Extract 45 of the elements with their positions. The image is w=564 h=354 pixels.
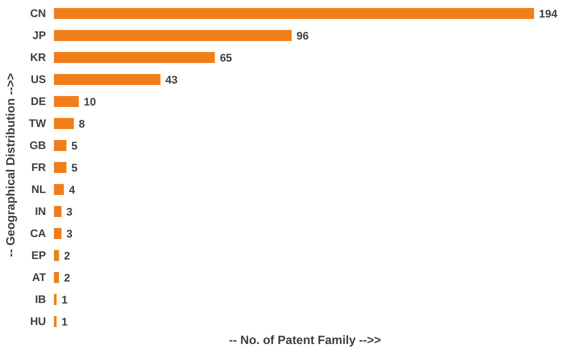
y-tick-label: JP [32,30,46,42]
data-label: 8 [78,118,85,130]
bar [54,30,292,41]
y-tick-label: KR [30,52,46,64]
y-tick-label: IN [35,206,46,218]
bar [54,162,66,173]
bar [54,250,59,261]
x-axis-title: -- No. of Patent Family -->> [228,333,382,347]
data-label: 65 [220,52,232,64]
bar [54,272,59,283]
data-label: 10 [84,96,96,108]
bar [54,140,66,151]
y-tick-label: CN [30,8,46,20]
bar [54,228,62,239]
bar [54,118,74,129]
data-label: 2 [64,272,70,284]
data-label: 5 [71,162,78,174]
y-axis-title: -- Geographical Distribution -->> [3,72,18,257]
bar [54,206,62,217]
data-label: 194 [539,8,558,20]
data-label: 1 [61,316,68,328]
bar [54,74,160,85]
bar [54,96,79,107]
data-label: 43 [165,74,178,86]
bar [54,52,215,63]
data-label: 3 [66,206,73,218]
y-tick-label: FR [31,162,46,174]
y-tick-label: EP [31,250,46,262]
y-tick-label: TW [28,118,47,130]
y-tick-label: NL [31,184,46,196]
data-label: 4 [68,184,76,196]
y-tick-label: HU [30,316,46,328]
data-label: 2 [64,250,70,262]
data-label: 1 [61,294,68,306]
y-tick-label: DE [30,96,46,108]
data-label: 3 [66,228,73,240]
bar [54,184,64,195]
data-label: 5 [71,140,78,152]
bar [54,8,534,19]
y-tick-label: CA [30,228,46,240]
y-tick-label: US [30,74,46,86]
y-tick-label: GB [30,140,46,152]
data-label: 96 [296,30,309,42]
y-tick-label: AT [32,272,46,284]
y-tick-label: IB [35,294,46,306]
